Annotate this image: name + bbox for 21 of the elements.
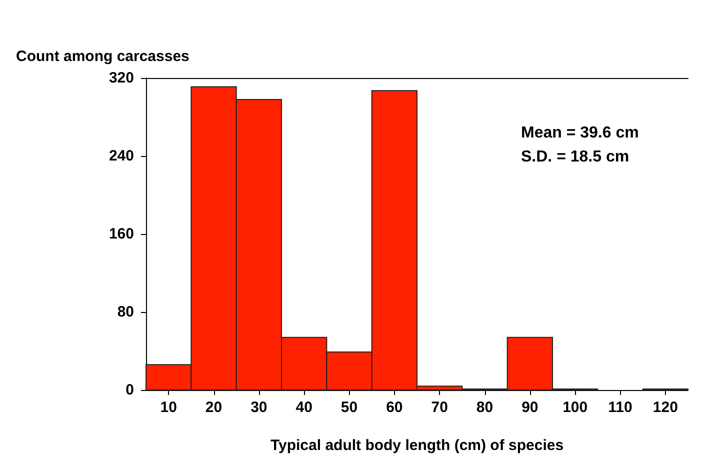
x-tick-label: 20: [205, 399, 222, 416]
x-tick-label: 50: [340, 399, 358, 416]
y-tick-label: 0: [126, 382, 134, 398]
y-axis-title: Count among carcasses: [16, 48, 190, 65]
y-tick-label: 320: [108, 70, 134, 86]
x-tick-label: 80: [476, 399, 494, 416]
annotation: Mean = 39.6 cm: [521, 124, 639, 142]
y-tick-label: 240: [108, 148, 134, 164]
x-tick-label: 90: [522, 399, 538, 416]
annotation: S.D. = 18.5 cm: [521, 148, 630, 166]
x-tick-label: 40: [296, 399, 312, 416]
x-tick-label: 30: [250, 399, 268, 416]
x-tick-label: 70: [431, 399, 448, 416]
x-tick-label: 100: [562, 399, 588, 416]
y-tick-label: 160: [108, 226, 134, 242]
y-tick-label: 80: [117, 304, 134, 320]
x-tick-label: 120: [652, 399, 678, 416]
x-axis-title: Typical adult body length (cm) of species: [270, 437, 564, 454]
x-tick-label: 110: [608, 399, 632, 416]
x-tick-label: 10: [160, 399, 177, 416]
x-tick-label: 60: [386, 399, 403, 416]
